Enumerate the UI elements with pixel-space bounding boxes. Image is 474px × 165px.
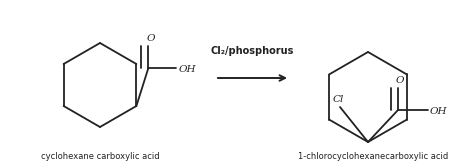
Text: Cl: Cl [332,95,344,104]
Text: OH: OH [178,65,196,73]
Text: 1-chlorocyclohexanecarboxylic acid: 1-chlorocyclohexanecarboxylic acid [298,152,448,161]
Text: Cl₂/phosphorus: Cl₂/phosphorus [211,46,294,56]
Text: OH: OH [430,106,447,115]
Text: cyclohexane carboxylic acid: cyclohexane carboxylic acid [41,152,159,161]
Text: O: O [146,34,155,43]
Text: O: O [396,76,404,85]
